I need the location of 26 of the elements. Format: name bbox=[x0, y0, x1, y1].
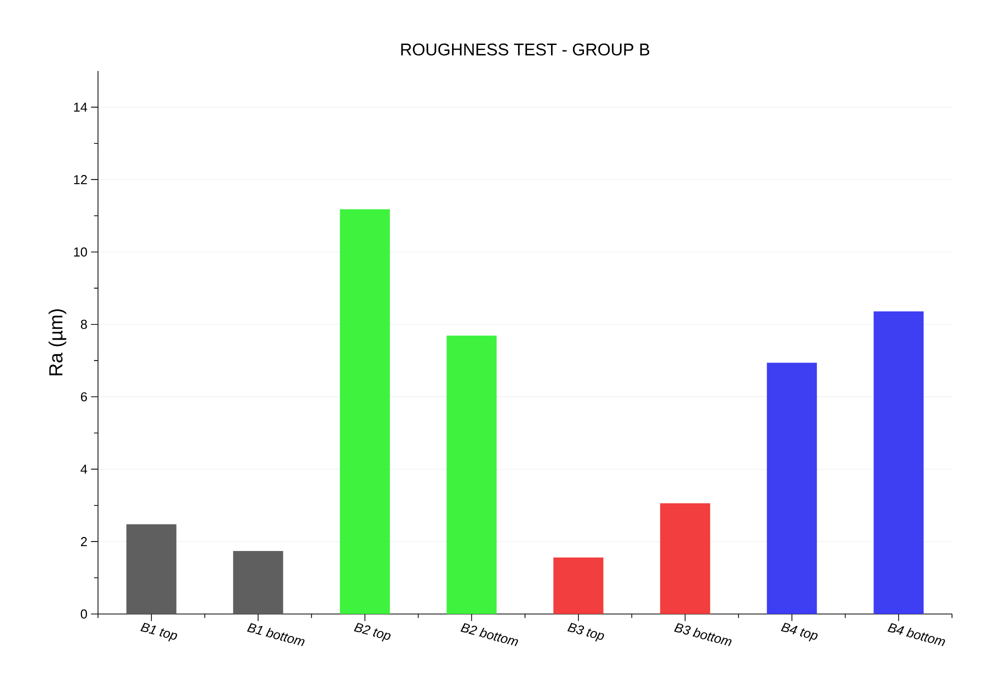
chart-title: ROUGHNESS TEST - GROUP B bbox=[401, 44, 650, 56]
y-tick-label: 14 bbox=[74, 102, 88, 112]
bar bbox=[553, 558, 604, 614]
bar bbox=[340, 209, 390, 614]
y-tick-label: 12 bbox=[74, 175, 87, 184]
y-tick-label: 6 bbox=[80, 392, 87, 402]
x-tick-label: B1 bottom bbox=[247, 623, 305, 646]
x-tick-label: B3 bottom bbox=[674, 623, 732, 646]
y-tick-label: 8 bbox=[80, 320, 87, 329]
x-tick-label: B3 top bbox=[567, 622, 604, 642]
bar bbox=[660, 503, 710, 614]
x-tick-label: B1 top bbox=[140, 622, 178, 642]
x-tick-label: B4 top bbox=[780, 622, 818, 642]
x-tick-label: B2 bottom bbox=[460, 623, 518, 646]
x-tick-label: B4 bottom bbox=[888, 623, 946, 646]
bar bbox=[766, 362, 817, 614]
y-tick-label: 4 bbox=[80, 464, 88, 474]
bar bbox=[446, 336, 497, 614]
bar bbox=[874, 311, 924, 614]
x-tick-label: B2 top bbox=[354, 622, 391, 642]
y-axis-title: Ra (µm) bbox=[48, 309, 66, 376]
y-tick-label: 10 bbox=[74, 247, 88, 257]
bar bbox=[126, 524, 176, 614]
y-tick-label: 2 bbox=[80, 537, 87, 546]
bar bbox=[233, 551, 284, 614]
y-tick-label: 0 bbox=[80, 609, 88, 619]
